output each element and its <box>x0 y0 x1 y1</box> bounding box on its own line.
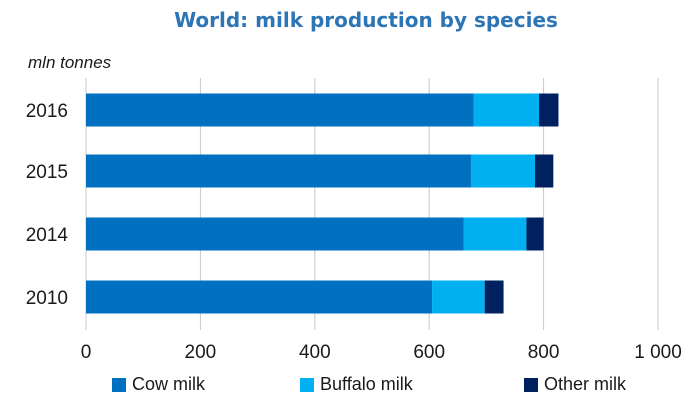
bar-segment <box>432 280 485 314</box>
bar-segment <box>470 154 536 188</box>
bar-segment <box>86 93 474 127</box>
x-tick-label: 1 000 <box>634 342 682 363</box>
bar-segment <box>86 217 464 251</box>
bar-segment <box>535 154 554 188</box>
bar-segment <box>539 93 559 127</box>
bar-segment <box>86 280 433 314</box>
x-axis-labels: 0 200 400 600 800 1 000 <box>81 342 682 363</box>
legend-item: Cow milk <box>112 374 206 394</box>
category-label: 2010 <box>26 288 68 309</box>
x-tick-label: 800 <box>528 342 560 363</box>
chart-title: World: milk production by species <box>174 8 558 32</box>
bar-segment <box>484 280 504 314</box>
legend: Cow milk Buffalo milk Other milk <box>112 374 627 394</box>
legend-item: Other milk <box>524 374 627 394</box>
bar-segment <box>473 93 540 127</box>
bars <box>86 93 559 314</box>
legend-swatch <box>112 378 126 392</box>
legend-label: Cow milk <box>132 374 206 394</box>
x-tick-label: 200 <box>185 342 217 363</box>
x-tick-label: 0 <box>81 342 92 363</box>
category-label: 2014 <box>26 225 69 246</box>
bar-segment <box>463 217 527 251</box>
x-tick-label: 600 <box>413 342 445 363</box>
category-label: 2015 <box>26 162 68 183</box>
y-axis-labels: 2016 2015 2014 2010 <box>26 101 69 309</box>
category-label: 2016 <box>26 101 68 122</box>
legend-label: Other milk <box>544 374 627 394</box>
bar-segment <box>86 154 471 188</box>
legend-label: Buffalo milk <box>320 374 414 394</box>
bar-segment <box>526 217 544 251</box>
legend-swatch <box>300 378 314 392</box>
legend-swatch <box>524 378 538 392</box>
legend-item: Buffalo milk <box>300 374 414 394</box>
x-tick-label: 400 <box>299 342 331 363</box>
unit-label: mln tonnes <box>28 53 112 72</box>
